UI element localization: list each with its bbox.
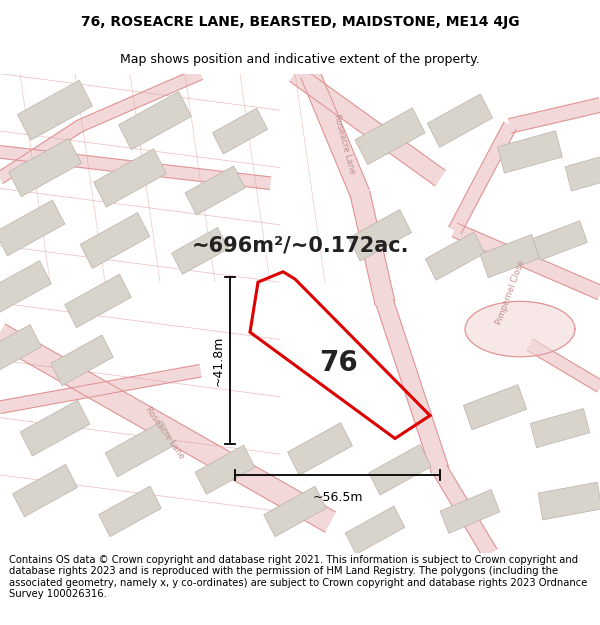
Polygon shape xyxy=(77,68,202,132)
Polygon shape xyxy=(463,384,527,430)
Polygon shape xyxy=(350,191,395,306)
Polygon shape xyxy=(0,324,335,532)
Polygon shape xyxy=(8,139,82,197)
Text: ~696m²/~0.172ac.: ~696m²/~0.172ac. xyxy=(191,236,409,256)
Text: Roseacre Lane: Roseacre Lane xyxy=(332,114,356,176)
Polygon shape xyxy=(51,335,113,386)
Polygon shape xyxy=(301,69,369,198)
Text: ~41.8m: ~41.8m xyxy=(212,335,224,386)
Polygon shape xyxy=(346,506,404,554)
Polygon shape xyxy=(527,339,600,392)
Polygon shape xyxy=(172,228,229,274)
Polygon shape xyxy=(530,409,590,447)
Polygon shape xyxy=(80,213,150,268)
Polygon shape xyxy=(65,274,131,328)
Polygon shape xyxy=(480,234,540,278)
Polygon shape xyxy=(349,209,412,261)
Polygon shape xyxy=(99,486,161,537)
Polygon shape xyxy=(0,146,271,189)
Text: 76, ROSEACRE LANE, BEARSTED, MAIDSTONE, ME14 4JG: 76, ROSEACRE LANE, BEARSTED, MAIDSTONE, … xyxy=(80,15,520,29)
Polygon shape xyxy=(427,94,493,148)
Polygon shape xyxy=(508,98,600,133)
Text: Contains OS data © Crown copyright and database right 2021. This information is : Contains OS data © Crown copyright and d… xyxy=(9,554,587,599)
Polygon shape xyxy=(287,422,352,475)
Polygon shape xyxy=(538,482,600,520)
Text: Pimpernel Close: Pimpernel Close xyxy=(494,259,526,326)
Polygon shape xyxy=(497,131,562,173)
Polygon shape xyxy=(20,400,90,456)
Polygon shape xyxy=(185,166,245,215)
Polygon shape xyxy=(0,261,51,314)
Polygon shape xyxy=(105,421,175,477)
Polygon shape xyxy=(452,223,600,299)
Polygon shape xyxy=(440,489,500,533)
Polygon shape xyxy=(212,108,268,154)
Polygon shape xyxy=(465,301,575,357)
Text: 76: 76 xyxy=(319,349,358,377)
Polygon shape xyxy=(533,221,587,260)
Polygon shape xyxy=(565,154,600,191)
Polygon shape xyxy=(119,92,191,150)
Polygon shape xyxy=(0,364,201,413)
Polygon shape xyxy=(17,80,92,140)
Polygon shape xyxy=(425,232,485,280)
Text: Roseacre Lane: Roseacre Lane xyxy=(143,406,187,461)
Polygon shape xyxy=(0,324,41,375)
Text: Map shows position and indicative extent of the property.: Map shows position and indicative extent… xyxy=(120,53,480,66)
Polygon shape xyxy=(369,444,431,495)
Polygon shape xyxy=(195,445,255,494)
Polygon shape xyxy=(355,108,425,164)
Polygon shape xyxy=(376,300,449,472)
Text: ~56.5m: ~56.5m xyxy=(312,491,363,504)
Polygon shape xyxy=(0,121,83,183)
Polygon shape xyxy=(264,486,326,537)
Polygon shape xyxy=(94,149,166,207)
Polygon shape xyxy=(290,66,445,186)
Polygon shape xyxy=(433,466,497,558)
Polygon shape xyxy=(13,464,77,517)
Polygon shape xyxy=(449,122,516,234)
Polygon shape xyxy=(0,200,65,256)
